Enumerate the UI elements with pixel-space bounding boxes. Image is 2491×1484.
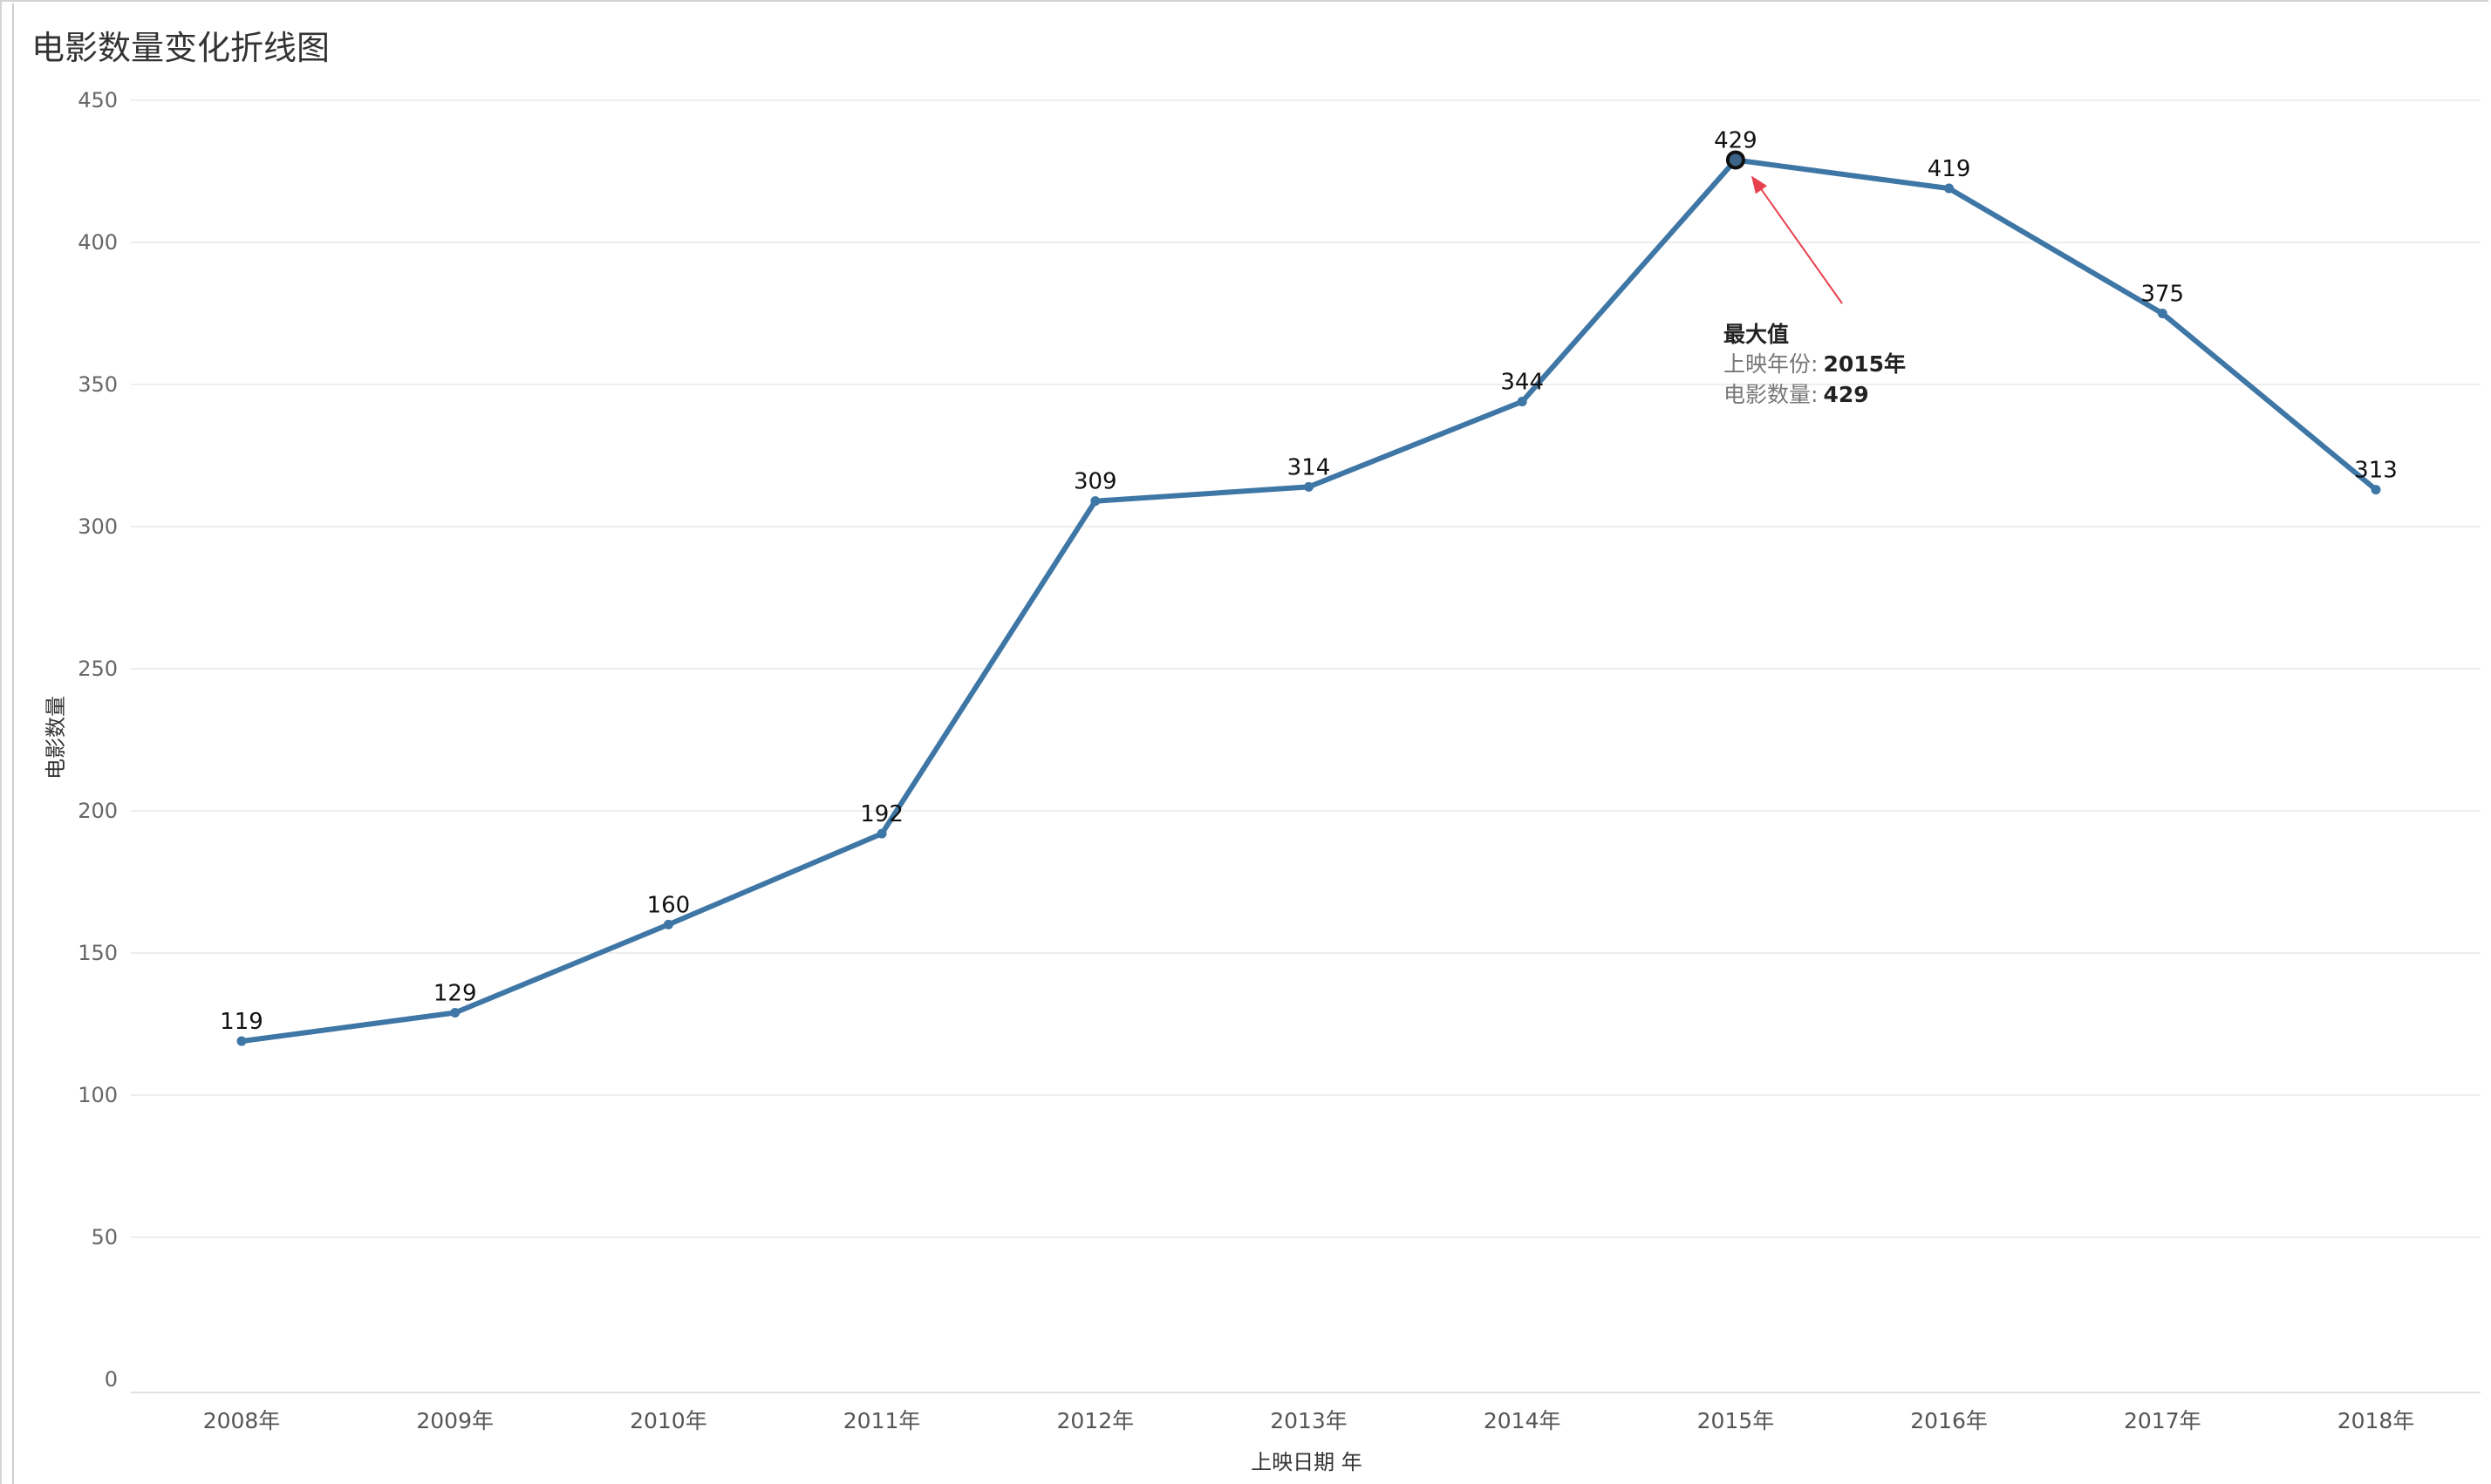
chart-title: 电影数量变化折线图 [31, 29, 331, 67]
annotation-arrowhead [1751, 175, 1768, 194]
annotation-count-key: 电影数量: [1723, 382, 1818, 407]
x-tick-label: 2010年 [630, 1408, 707, 1433]
data-label: 314 [1287, 454, 1331, 480]
annotation-title: 最大值 [1723, 322, 1789, 347]
data-point [877, 828, 887, 839]
x-tick-label: 2014年 [1484, 1408, 1561, 1433]
data-label: 375 [2140, 282, 2184, 308]
data-label: 160 [647, 892, 691, 918]
data-point [1304, 481, 1314, 492]
y-tick-label: 350 [78, 372, 118, 397]
x-tick-label: 2016年 [1910, 1408, 1988, 1433]
x-tick-label: 2011年 [843, 1408, 921, 1433]
data-label: 309 [1074, 469, 1117, 495]
y-tick-label: 300 [78, 514, 118, 539]
y-tick-label: 250 [78, 657, 118, 681]
data-label: 129 [433, 980, 477, 1006]
x-tick-label: 2015年 [1697, 1408, 1775, 1433]
x-tick-label: 2018年 [2337, 1408, 2415, 1433]
data-label: 419 [1928, 156, 1971, 182]
annotation-row-count: 电影数量: 429 [1723, 382, 1869, 407]
y-axis-title: 电影数量 [44, 696, 68, 779]
frame-divider [12, 3, 14, 1484]
y-tick-label: 400 [78, 230, 118, 255]
x-tick-label: 2013年 [1270, 1408, 1348, 1433]
data-label: 192 [860, 801, 904, 827]
data-point [2157, 309, 2167, 318]
y-tick-label: 0 [105, 1367, 118, 1392]
y-tick-label: 150 [78, 941, 118, 965]
data-points [236, 150, 2381, 1046]
annotation-row-year: 上映年份: 2015年 [1723, 351, 1906, 377]
data-label: 429 [1714, 127, 1757, 153]
gridlines [131, 99, 2481, 1238]
series-line [239, 157, 2378, 1045]
data-point [1090, 496, 1101, 507]
y-tick-label: 450 [78, 88, 118, 112]
x-axis-title: 上映日期 年 [1251, 1450, 1362, 1474]
data-label: 313 [2354, 458, 2398, 484]
data-point [1944, 183, 1955, 194]
data-label: 119 [220, 1009, 263, 1035]
y-tick-label: 50 [91, 1225, 118, 1249]
y-axis-ticks: 0 50 100 150 200 250 300 350 400 450 [78, 88, 118, 1392]
x-tick-label: 2008年 [203, 1408, 281, 1433]
max-value-annotation: 最大值 上映年份: 2015年 电影数量: 429 [1723, 175, 1906, 407]
y-tick-label: 200 [78, 799, 118, 823]
x-tick-label: 2012年 [1056, 1408, 1134, 1433]
x-axis-ticks: 2008年 2009年 2010年 2011年 2012年 2013年 2014年 2015年… [203, 1408, 2415, 1433]
data-point-max [1725, 150, 1745, 170]
data-point [1517, 397, 1527, 407]
data-labels: 119 129 160 192 309 314 344 429 419 375 313 [220, 127, 2398, 1035]
data-point [236, 1036, 247, 1046]
y-tick-label: 100 [78, 1083, 118, 1107]
annotation-arrow [1756, 181, 1843, 304]
x-tick-label: 2009年 [416, 1408, 494, 1433]
annotation-year-value: 2015年 [1823, 351, 1906, 377]
data-point [663, 919, 673, 929]
data-point [450, 1007, 461, 1018]
annotation-year-key: 上映年份: [1723, 351, 1818, 377]
annotation-count-value: 429 [1823, 382, 1868, 407]
data-point [2371, 485, 2381, 495]
x-tick-label: 2017年 [2124, 1408, 2201, 1433]
data-label: 344 [1500, 370, 1544, 396]
